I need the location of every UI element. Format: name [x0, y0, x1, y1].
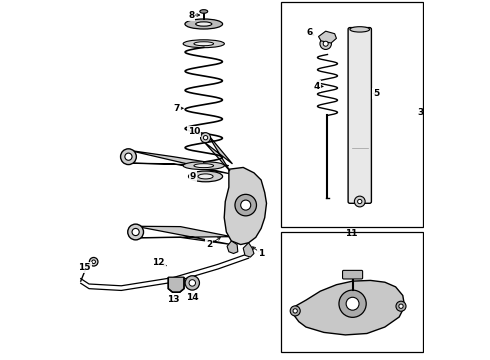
Text: 13: 13: [167, 294, 179, 303]
Text: 3: 3: [417, 108, 424, 117]
Circle shape: [235, 194, 256, 216]
Circle shape: [128, 224, 144, 240]
Text: 8: 8: [188, 10, 195, 19]
Polygon shape: [168, 277, 184, 292]
Ellipse shape: [183, 40, 224, 48]
Ellipse shape: [183, 162, 224, 170]
Ellipse shape: [200, 10, 208, 13]
Text: 15: 15: [78, 264, 91, 273]
Circle shape: [320, 38, 331, 49]
Circle shape: [290, 306, 300, 316]
Circle shape: [203, 135, 208, 140]
Circle shape: [185, 276, 199, 290]
Circle shape: [241, 200, 251, 210]
Ellipse shape: [185, 19, 222, 29]
Circle shape: [339, 290, 366, 318]
Circle shape: [354, 196, 365, 207]
FancyBboxPatch shape: [348, 28, 371, 203]
Polygon shape: [128, 150, 229, 174]
Circle shape: [358, 199, 362, 204]
Text: 9: 9: [190, 172, 196, 181]
FancyBboxPatch shape: [343, 270, 363, 279]
Circle shape: [293, 309, 297, 313]
Circle shape: [346, 297, 359, 310]
Ellipse shape: [194, 164, 214, 168]
Text: 11: 11: [345, 229, 358, 238]
Ellipse shape: [198, 174, 213, 179]
Circle shape: [92, 260, 96, 264]
Text: 14: 14: [186, 293, 198, 302]
Circle shape: [200, 133, 211, 143]
Circle shape: [399, 304, 403, 309]
Text: 5: 5: [373, 89, 379, 98]
Circle shape: [125, 153, 132, 160]
Ellipse shape: [196, 22, 212, 26]
Polygon shape: [224, 167, 267, 244]
Circle shape: [121, 149, 136, 165]
Ellipse shape: [194, 42, 214, 46]
Circle shape: [132, 228, 139, 235]
Ellipse shape: [350, 27, 369, 32]
Circle shape: [89, 257, 98, 266]
Circle shape: [189, 280, 196, 286]
Ellipse shape: [189, 171, 222, 182]
Polygon shape: [136, 226, 231, 244]
Polygon shape: [243, 243, 254, 257]
Polygon shape: [227, 241, 238, 253]
Bar: [281, 232, 422, 352]
Circle shape: [323, 41, 328, 46]
Text: 10: 10: [188, 127, 200, 136]
Polygon shape: [294, 280, 405, 335]
Polygon shape: [204, 134, 232, 171]
Text: 7: 7: [173, 104, 180, 113]
Text: 6: 6: [306, 28, 313, 37]
Text: 4: 4: [314, 82, 320, 91]
Circle shape: [396, 301, 406, 311]
Bar: [281, 3, 422, 226]
Text: 2: 2: [206, 240, 212, 249]
Polygon shape: [318, 31, 337, 43]
Text: 12: 12: [152, 258, 165, 267]
Text: 1: 1: [258, 249, 264, 258]
